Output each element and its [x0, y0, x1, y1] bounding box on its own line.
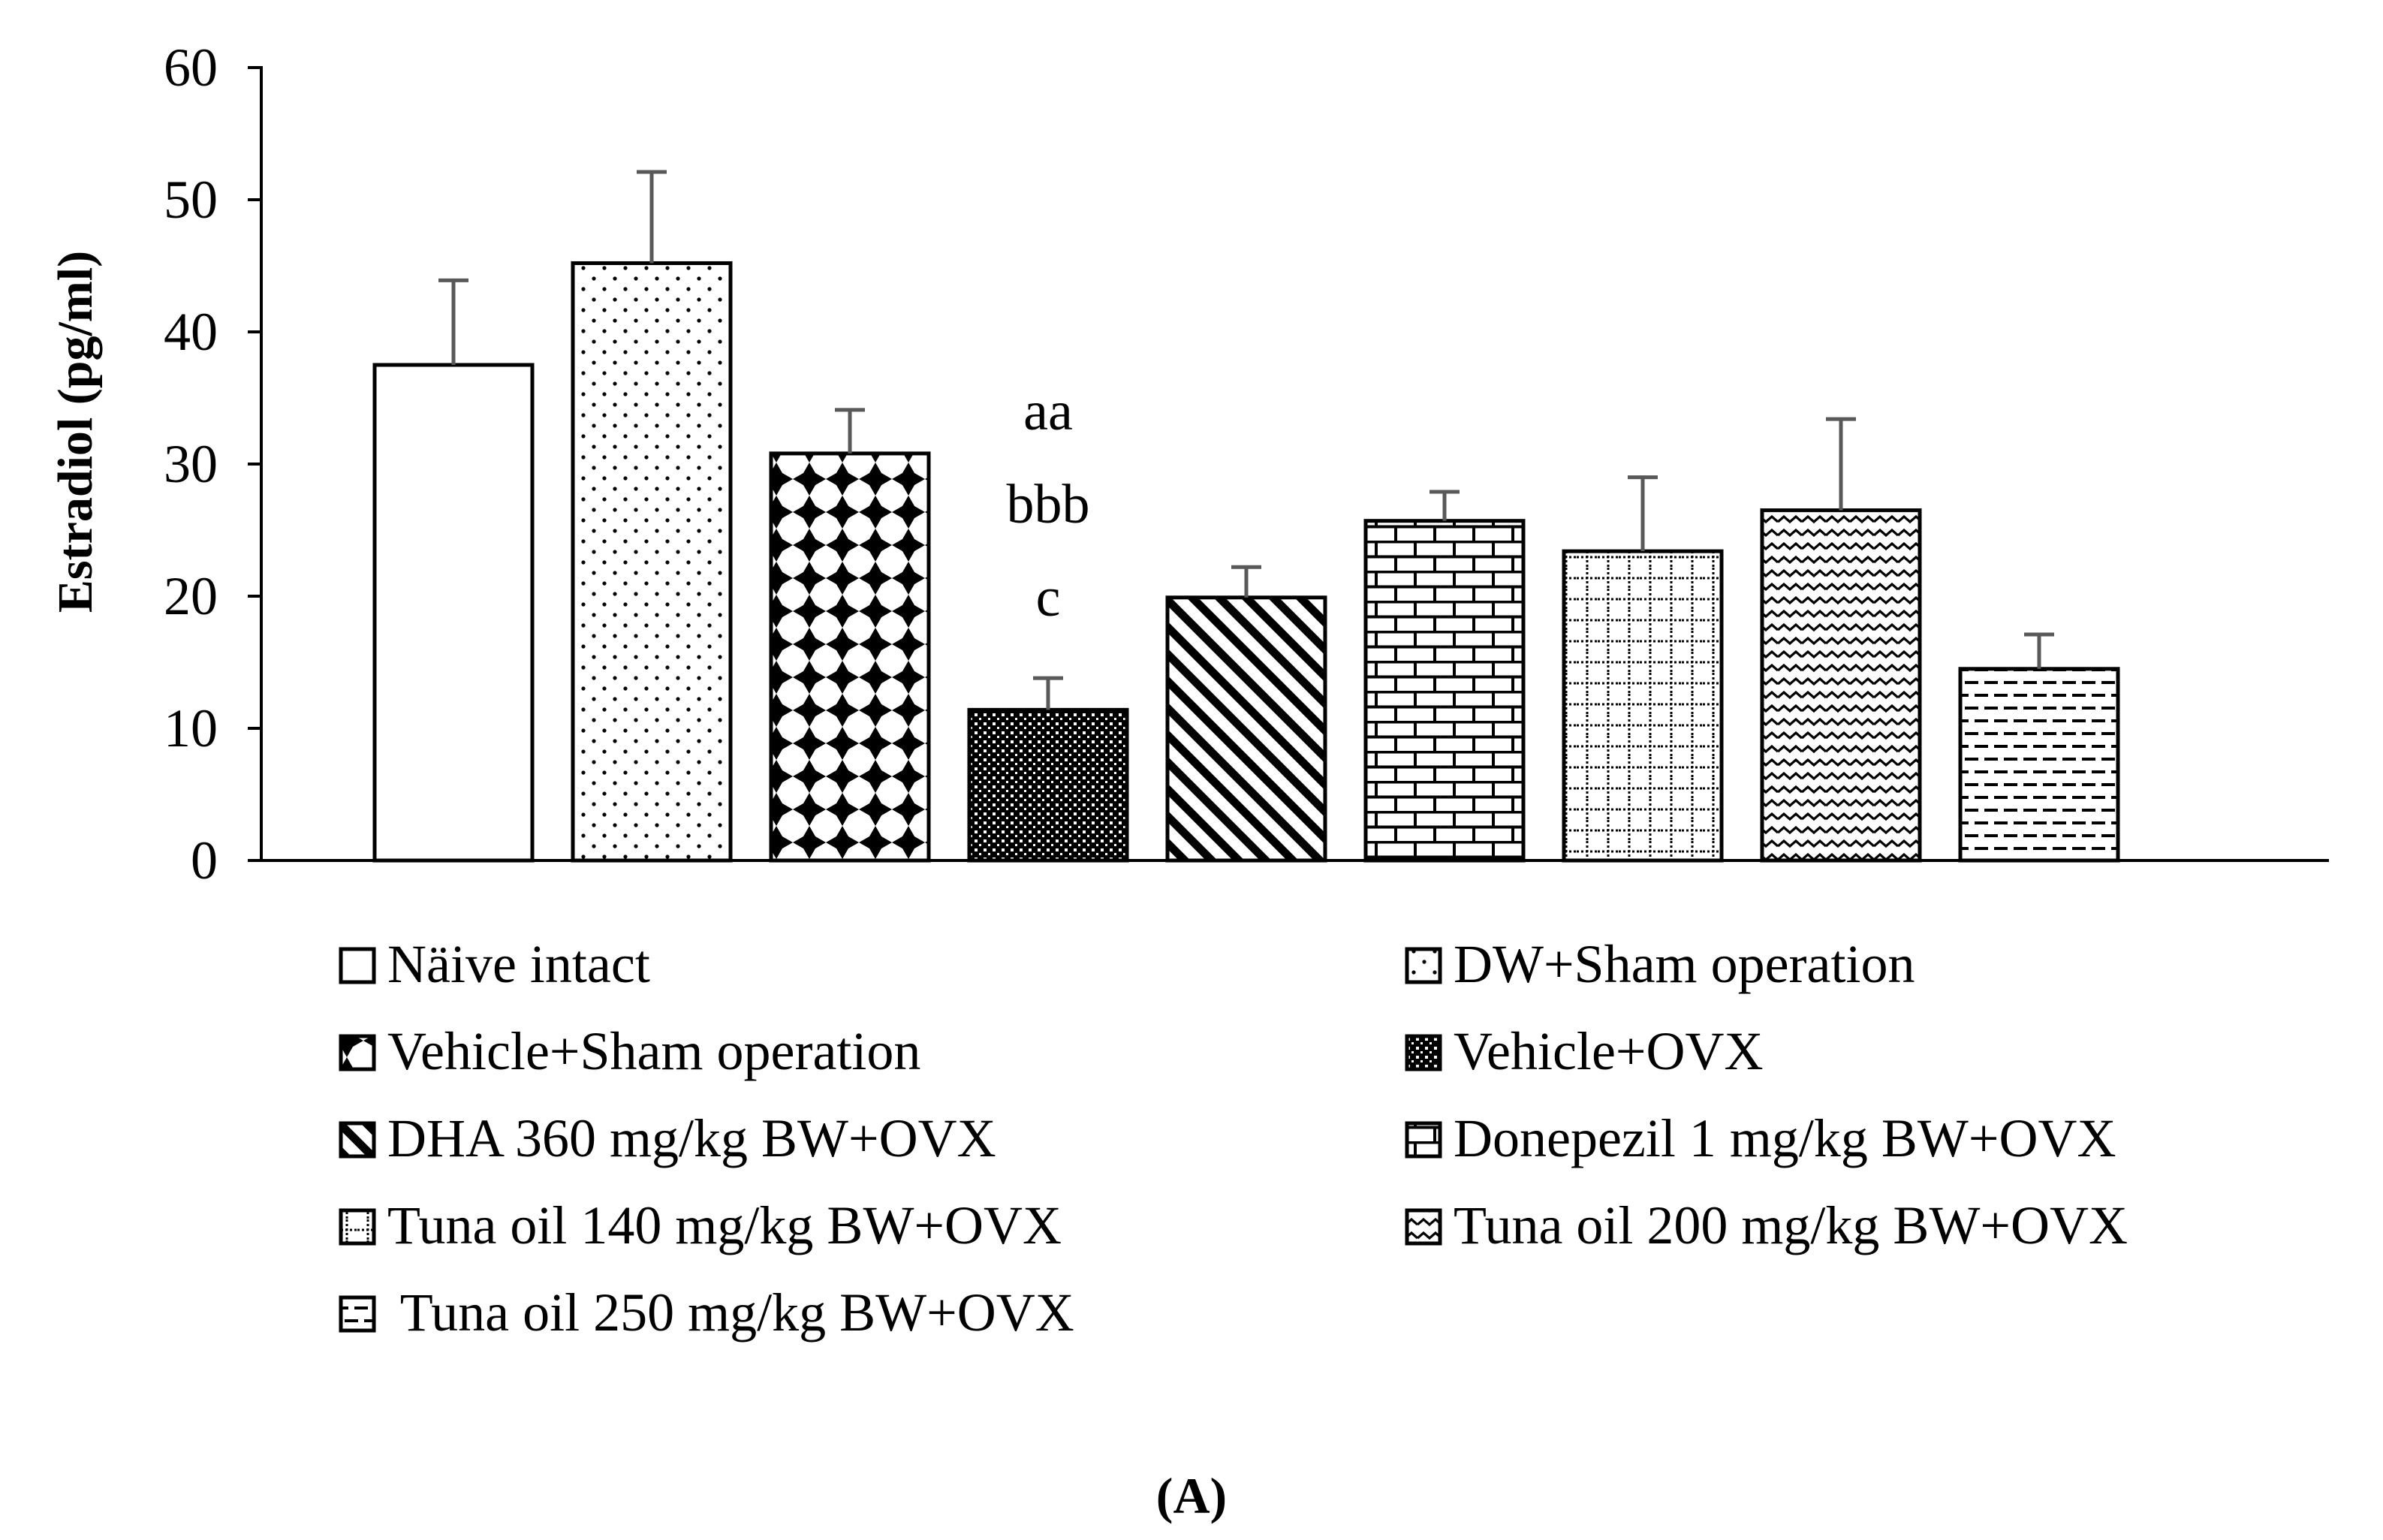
bar — [769, 451, 931, 863]
bar — [1562, 549, 1724, 863]
legend-label: Tuna oil 200 mg/kg BW+OVX — [1454, 1195, 2128, 1255]
legend-swatch — [339, 1034, 376, 1071]
y-axis-label: Estradiol (pg/ml) — [48, 251, 103, 613]
bar — [1363, 519, 1526, 863]
legend-label: DW+Sham operation — [1454, 934, 1915, 994]
legend-swatch — [339, 947, 376, 984]
legend-swatch — [339, 1295, 376, 1333]
legend-swatch — [1405, 947, 1442, 984]
legend-label: DHA 360 mg/kg BW+OVX — [387, 1108, 996, 1168]
bar — [372, 363, 535, 863]
y-tick-label: 40 — [164, 302, 218, 362]
legend-swatch — [1405, 1121, 1442, 1159]
y-tick-label: 0 — [191, 830, 218, 891]
bar — [1958, 667, 2120, 863]
error-bars — [438, 170, 2054, 710]
legend-label: Näive intact — [387, 934, 650, 994]
y-tick-label: 60 — [164, 38, 218, 98]
bar — [1760, 508, 1922, 863]
y-tick-label: 10 — [164, 698, 218, 758]
legend-label: Vehicle+Sham operation — [387, 1021, 920, 1081]
legend: Näive intact DW+Sham operation Vehicle+Sha… — [339, 934, 2128, 1343]
bar — [1165, 595, 1327, 863]
bar — [571, 261, 733, 863]
y-tick-label: 50 — [164, 170, 218, 230]
bar — [967, 707, 1129, 863]
annotations: aa bbb c — [1007, 381, 1090, 628]
legend-swatch — [1405, 1208, 1442, 1246]
y-ticks: 0 10 20 30 40 50 60 — [164, 38, 261, 891]
significance-annotation: aa — [1023, 381, 1073, 442]
y-tick-label: 30 — [164, 434, 218, 494]
bar-series — [372, 261, 2120, 863]
legend-swatch — [339, 1121, 376, 1159]
legend-label: Donepezil 1 mg/kg BW+OVX — [1454, 1108, 2116, 1168]
legend-label: Tuna oil 140 mg/kg BW+OVX — [387, 1195, 1062, 1255]
legend-swatch — [1405, 1034, 1442, 1071]
legend-label: Vehicle+OVX — [1454, 1021, 1764, 1081]
y-tick-label: 20 — [164, 566, 218, 626]
panel-label: (A) — [1156, 1467, 1227, 1524]
significance-annotation: bbb — [1007, 474, 1090, 535]
significance-annotation: c — [1036, 567, 1061, 628]
legend-swatch — [339, 1208, 376, 1246]
legend-label: Tuna oil 250 mg/kg BW+OVX — [387, 1282, 1074, 1343]
